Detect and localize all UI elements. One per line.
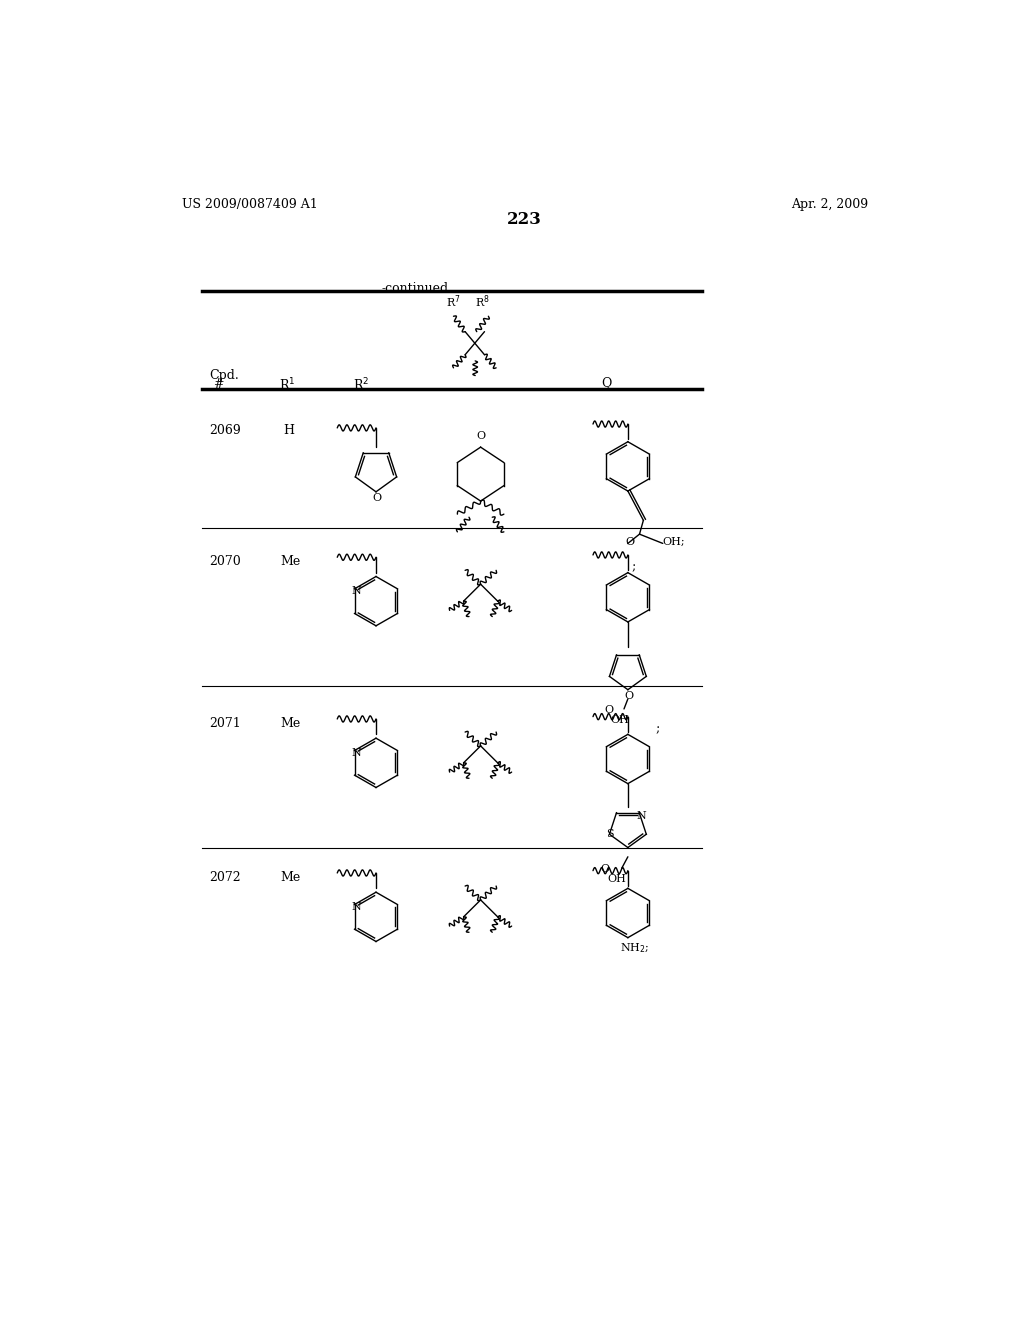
Text: US 2009/0087409 A1: US 2009/0087409 A1: [182, 198, 318, 211]
Text: N: N: [636, 810, 646, 821]
Text: 2069: 2069: [209, 424, 241, 437]
Text: Apr. 2, 2009: Apr. 2, 2009: [791, 198, 868, 211]
Text: ;: ;: [632, 561, 636, 573]
Text: 2072: 2072: [209, 871, 241, 883]
Text: O: O: [624, 690, 633, 701]
Text: OH: OH: [607, 874, 626, 884]
Text: N: N: [351, 748, 361, 758]
Text: O: O: [601, 865, 610, 874]
Text: O: O: [477, 432, 485, 441]
Text: #: #: [213, 378, 224, 391]
Text: H: H: [283, 424, 294, 437]
Text: Me: Me: [281, 871, 301, 883]
Text: Q: Q: [601, 376, 611, 389]
Text: O: O: [372, 494, 381, 503]
Text: Me: Me: [281, 554, 301, 568]
Text: NH$_2$;: NH$_2$;: [621, 941, 649, 956]
Text: $\mathregular{R}^2$: $\mathregular{R}^2$: [352, 376, 369, 393]
Text: S: S: [606, 829, 614, 840]
Text: OH;: OH;: [663, 537, 685, 546]
Text: 2070: 2070: [209, 554, 241, 568]
Text: $\mathregular{R}^1$: $\mathregular{R}^1$: [280, 376, 295, 393]
Text: O: O: [626, 537, 635, 546]
Text: 2071: 2071: [209, 717, 241, 730]
Text: O: O: [604, 705, 613, 715]
Text: N: N: [351, 586, 361, 597]
Text: -continued: -continued: [381, 281, 449, 294]
Text: N: N: [351, 902, 361, 912]
Text: OH: OH: [611, 715, 630, 725]
Text: 223: 223: [507, 211, 543, 228]
Text: $\mathregular{R}^8$: $\mathregular{R}^8$: [475, 293, 490, 310]
Text: $\mathregular{R}^7$: $\mathregular{R}^7$: [445, 293, 461, 310]
Text: Cpd.: Cpd.: [209, 368, 240, 381]
Text: Me: Me: [281, 717, 301, 730]
Text: ;: ;: [655, 722, 659, 735]
